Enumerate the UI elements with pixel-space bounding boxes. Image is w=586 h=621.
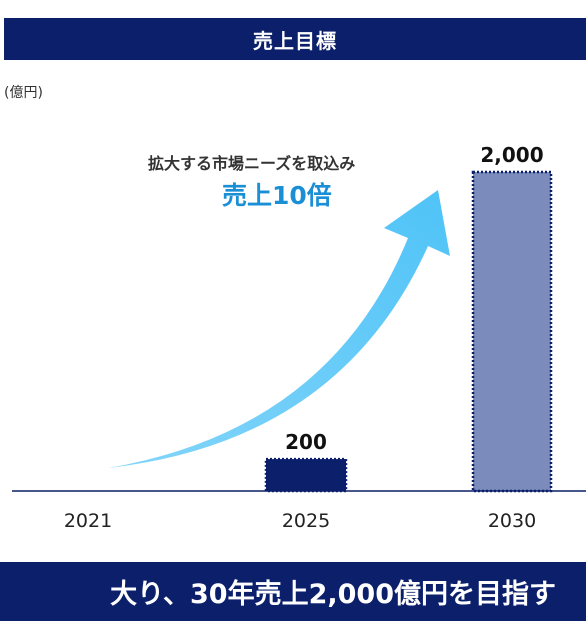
x-tick-2025: 2025 [282,510,330,532]
x-tick-2030: 2030 [488,510,536,532]
footer-text: 大り、30年売上2,000億円を目指す [110,579,556,610]
bar-2025 [264,457,348,493]
data-label-2030: 2,000 [480,143,543,167]
page-title: 売上目標 [253,28,337,53]
bar-2030 [471,170,553,493]
sales-target-chart: 2021 200 2025 2,000 2030 [12,143,586,532]
x-tick-2021: 2021 [64,510,112,532]
unit-label: (億円) [4,85,43,101]
growth-arrow [108,190,450,468]
footer-banner: 大り、30年売上2,000億円を目指す [0,562,586,621]
data-label-2025: 200 [285,430,327,454]
header-bar: 売上目標 [4,18,586,60]
annotation-emphasis: 売上10倍 [222,181,332,210]
annotation-text: 拡大する市場ニーズを取込み [148,154,356,173]
